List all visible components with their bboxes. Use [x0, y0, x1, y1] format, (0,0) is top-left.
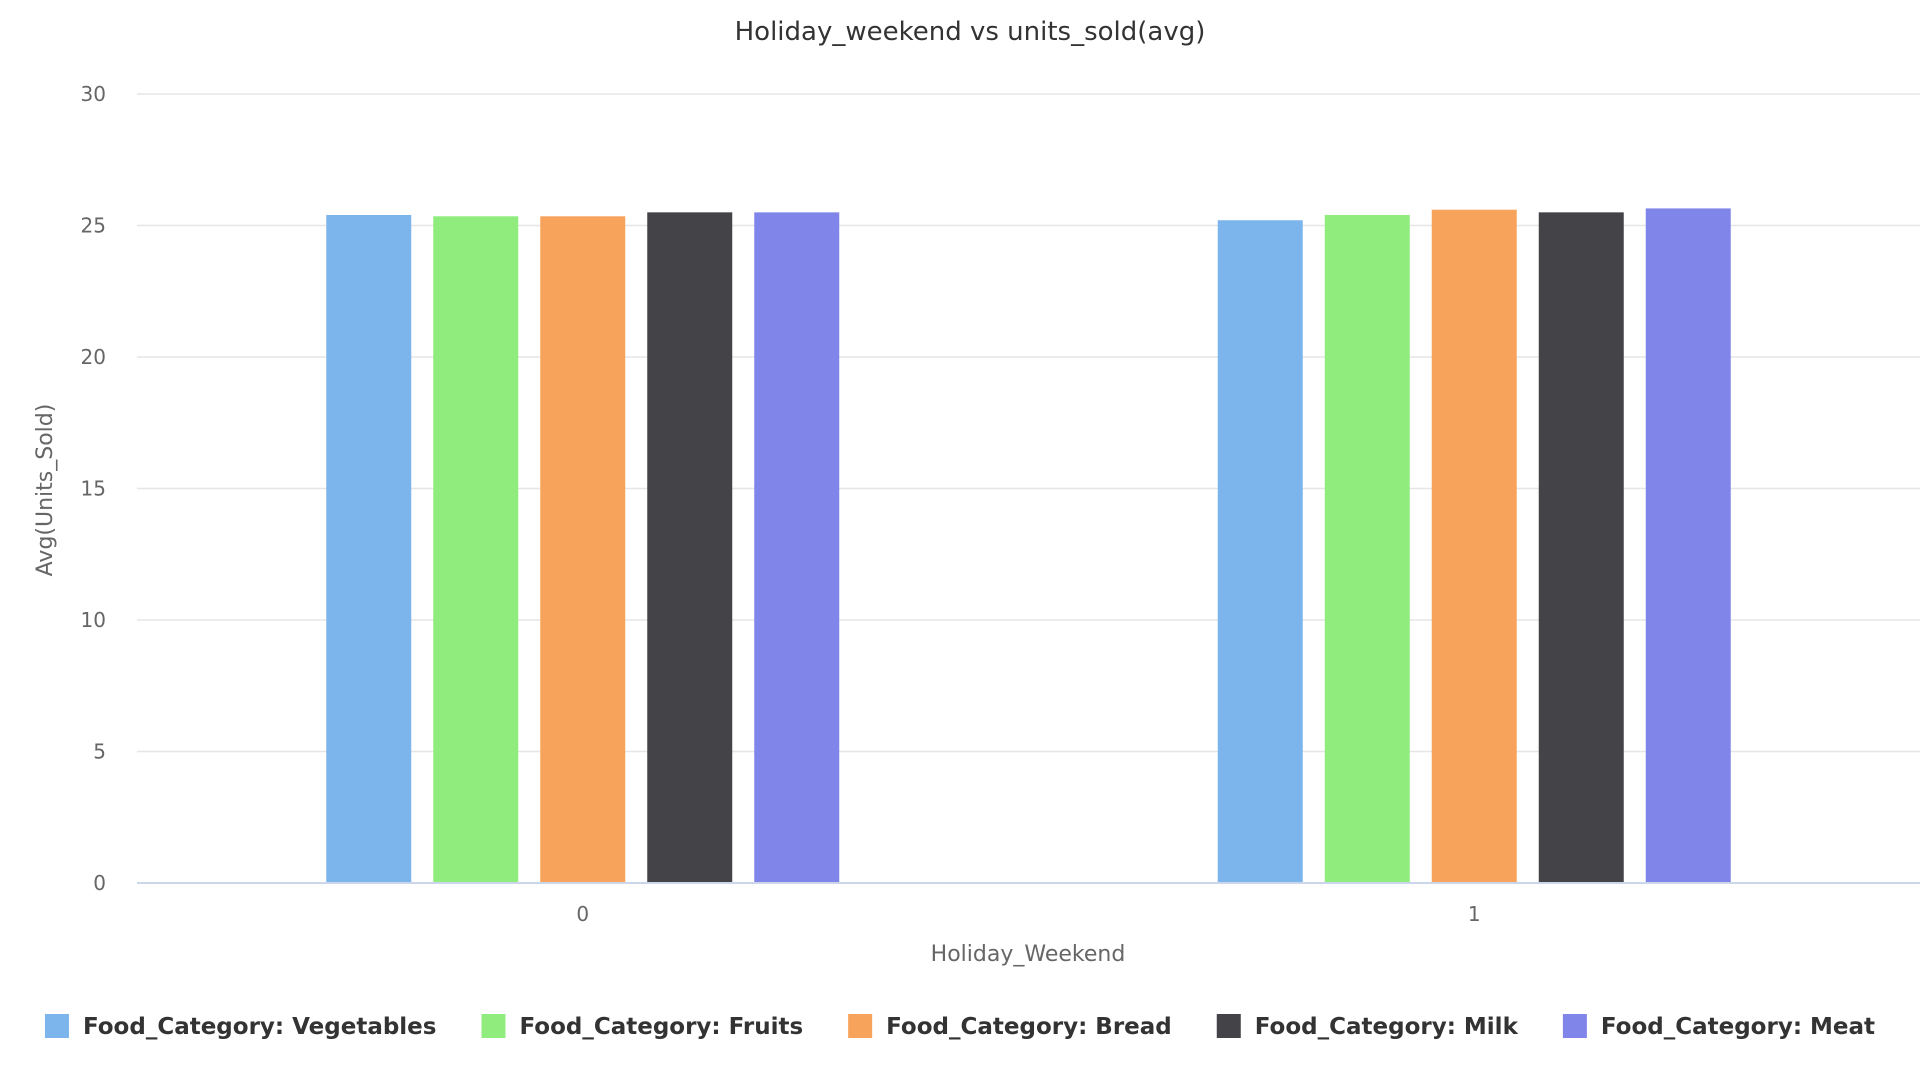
legend-swatch — [1562, 1014, 1587, 1038]
y-tick-label: 0 — [93, 871, 106, 895]
y-tick-label: 25 — [81, 214, 106, 238]
y-tick-label: 20 — [81, 345, 106, 369]
legend-label: Food_Category: Milk — [1255, 1014, 1519, 1040]
bar[interactable] — [433, 216, 519, 884]
bars — [326, 208, 1731, 884]
y-tick-label: 5 — [93, 740, 106, 764]
y-tick-label: 15 — [81, 477, 106, 501]
bar[interactable] — [326, 214, 412, 884]
legend-item[interactable]: Food_Category: Milk — [1216, 1014, 1519, 1040]
legend: Food_Category: Vegetables Food_Category: … — [44, 1014, 1875, 1040]
y-axis-title: Avg(Units_Sold) — [33, 404, 58, 577]
y-tick-label: 10 — [81, 608, 106, 632]
bar[interactable] — [1645, 208, 1731, 883]
legend-swatch — [1216, 1014, 1241, 1038]
legend-label: Food_Category: Fruits — [519, 1014, 803, 1040]
y-tick-label: 30 — [81, 82, 106, 106]
legend-label: Food_Category: Vegetables — [83, 1014, 437, 1040]
bar[interactable] — [540, 216, 626, 884]
x-tick-label: 0 — [576, 902, 589, 926]
bar[interactable] — [1324, 214, 1410, 884]
bar[interactable] — [1431, 209, 1517, 884]
bar[interactable] — [754, 212, 840, 884]
legend-item[interactable]: Food_Category: Fruits — [481, 1014, 803, 1040]
legend-swatch — [848, 1014, 873, 1038]
legend-item[interactable]: Food_Category: Vegetables — [44, 1014, 437, 1040]
legend-label: Food_Category: Meat — [1601, 1014, 1875, 1040]
x-axis-title: Holiday_Weekend — [931, 942, 1126, 967]
legend-item[interactable]: Food_Category: Meat — [1562, 1014, 1875, 1040]
legend-label: Food_Category: Bread — [886, 1014, 1172, 1040]
bar[interactable] — [647, 212, 733, 884]
chart-title: Holiday_weekend vs units_sold(avg) — [735, 17, 1206, 47]
x-tick-label: 1 — [1468, 902, 1481, 926]
legend-swatch — [44, 1014, 69, 1038]
y-axis-tick-labels: 0 5 10 15 20 25 30 — [81, 82, 106, 895]
legend-item[interactable]: Food_Category: Bread — [848, 1014, 1172, 1040]
legend-swatch — [481, 1014, 506, 1038]
bar[interactable] — [1217, 220, 1303, 884]
bar[interactable] — [1538, 212, 1624, 884]
